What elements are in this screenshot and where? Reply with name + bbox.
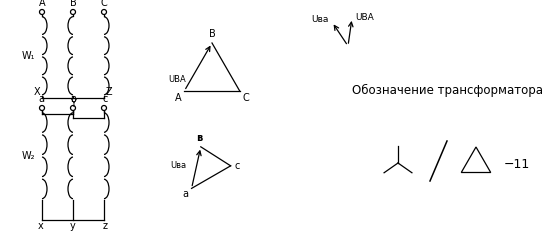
Text: Y: Y [70, 99, 76, 109]
Text: Обозначение трансформатора: Обозначение трансформатора [353, 84, 543, 97]
Text: в: в [70, 94, 76, 104]
Text: в: в [196, 133, 202, 143]
Text: UВА: UВА [168, 74, 186, 84]
Text: x: x [38, 221, 44, 231]
Text: X: X [34, 87, 40, 97]
Text: Z: Z [106, 87, 113, 97]
Text: B: B [70, 0, 76, 8]
Text: c: c [102, 94, 108, 104]
Text: z: z [102, 221, 107, 231]
Text: UВА: UВА [355, 14, 374, 23]
Text: Uва: Uва [312, 15, 329, 24]
Text: W₂: W₂ [21, 151, 35, 161]
Text: A: A [39, 0, 45, 8]
Text: C: C [101, 0, 107, 8]
Text: −11: −11 [504, 158, 530, 170]
Text: Uва: Uва [170, 161, 186, 170]
Text: A: A [175, 93, 182, 103]
Text: c: c [235, 161, 240, 171]
Text: C: C [243, 93, 250, 103]
Text: y: y [70, 221, 76, 231]
Text: a: a [38, 94, 44, 104]
Text: W₁: W₁ [21, 51, 35, 61]
Text: a: a [183, 189, 189, 199]
Text: B: B [208, 29, 216, 39]
